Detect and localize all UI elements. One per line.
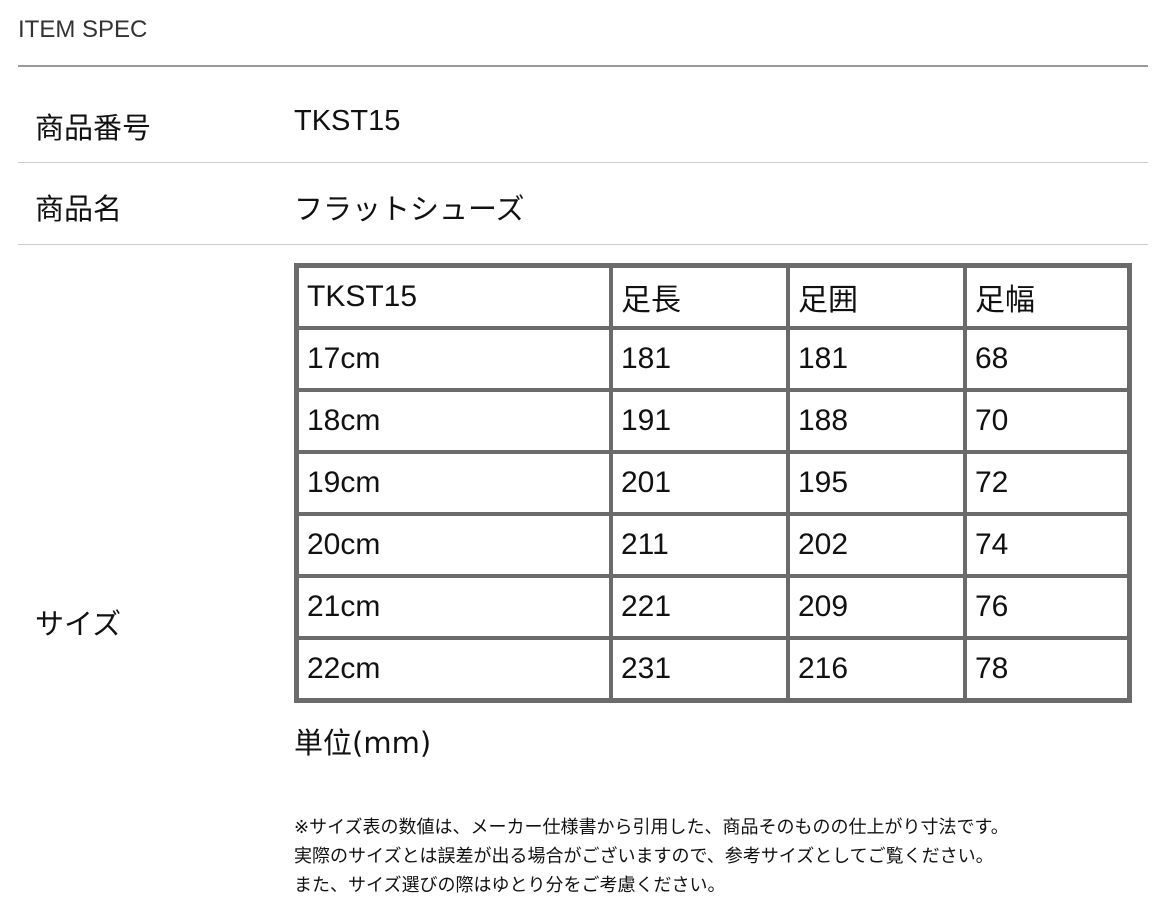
table-cell: 20cm — [297, 514, 611, 576]
table-cell: 19cm — [297, 452, 611, 514]
header-cell: TKST15 — [297, 266, 611, 328]
note-line: 実際のサイズとは誤差が出る場合がございますので、参考サイズとしてご覧ください。 — [294, 846, 994, 867]
table-cell: 216 — [788, 638, 965, 700]
section-title: ITEM SPEC — [18, 16, 148, 43]
product-number-value: TKST15 — [294, 105, 401, 137]
table-cell: 17cm — [297, 328, 611, 390]
table-cell: 202 — [788, 514, 965, 576]
product-number-label: 商品番号 — [35, 111, 152, 145]
size-label: サイズ — [35, 607, 122, 641]
row-divider — [18, 244, 1148, 245]
header-cell: 足長 — [611, 266, 788, 328]
table-row: 20cm 211 202 74 — [297, 514, 1129, 576]
product-name-value: フラットシューズ — [294, 192, 525, 226]
table-cell: 68 — [965, 328, 1129, 390]
table-cell: 74 — [965, 514, 1129, 576]
note-line: また、サイズ選びの際はゆとり分をご考慮ください。 — [294, 875, 726, 896]
table-cell: 78 — [965, 638, 1129, 700]
size-table: TKST15 足長 足囲 足幅 17cm 181 181 68 18cm 191 188 70… — [294, 263, 1132, 703]
table-header-row: TKST15 足長 足囲 足幅 — [297, 266, 1129, 328]
table-row: 21cm 221 209 76 — [297, 576, 1129, 638]
unit-label: 単位(mm) — [294, 726, 432, 760]
table-cell: 209 — [788, 576, 965, 638]
size-notes: ※サイズ表の数値は、メーカー仕様書から引用した、商品そのものの仕上がり寸法です。… — [294, 813, 1009, 900]
table-cell: 22cm — [297, 638, 611, 700]
header-cell: 足幅 — [965, 266, 1129, 328]
table-row: 22cm 231 216 78 — [297, 638, 1129, 700]
header-cell: 足囲 — [788, 266, 965, 328]
table-cell: 211 — [611, 514, 788, 576]
table-cell: 231 — [611, 638, 788, 700]
product-name-label: 商品名 — [35, 192, 123, 226]
table-row: 18cm 191 188 70 — [297, 390, 1129, 452]
table-row: 17cm 181 181 68 — [297, 328, 1129, 390]
table-cell: 72 — [965, 452, 1129, 514]
row-divider — [18, 162, 1148, 163]
table-cell: 195 — [788, 452, 965, 514]
note-line: ※サイズ表の数値は、メーカー仕様書から引用した、商品そのものの仕上がり寸法です。 — [294, 817, 1009, 838]
table-row: 19cm 201 195 72 — [297, 452, 1129, 514]
table-cell: 18cm — [297, 390, 611, 452]
table-cell: 181 — [788, 328, 965, 390]
table-cell: 181 — [611, 328, 788, 390]
title-divider — [18, 65, 1148, 67]
table-cell: 221 — [611, 576, 788, 638]
table-cell: 188 — [788, 390, 965, 452]
table-cell: 191 — [611, 390, 788, 452]
table-cell: 21cm — [297, 576, 611, 638]
table-cell: 70 — [965, 390, 1129, 452]
table-cell: 76 — [965, 576, 1129, 638]
table-cell: 201 — [611, 452, 788, 514]
